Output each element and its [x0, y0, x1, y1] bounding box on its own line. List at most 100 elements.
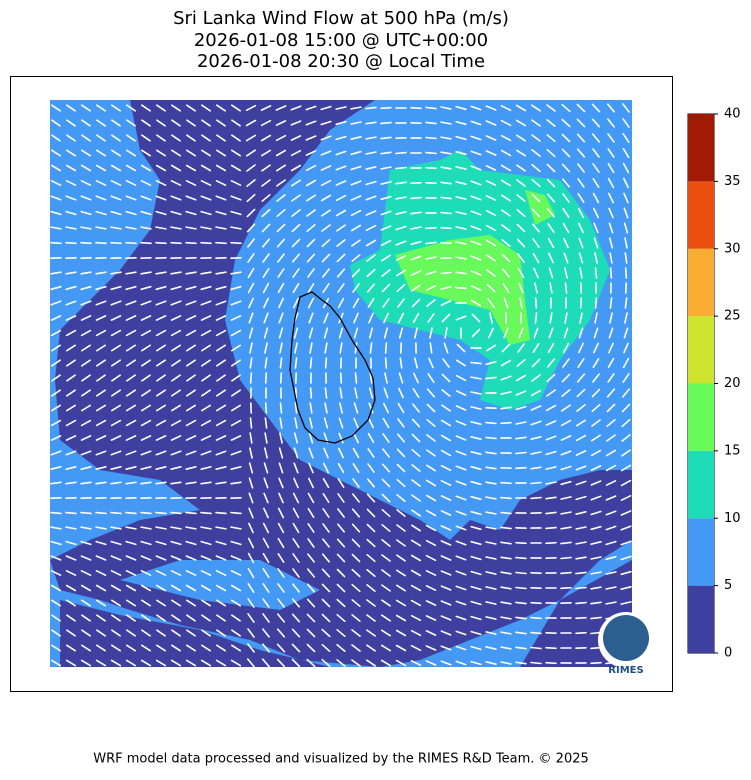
wind-arrow [501, 513, 511, 514]
wind-arrow [561, 558, 571, 559]
wind-arrow [81, 513, 91, 514]
wind-arrow [516, 573, 526, 574]
footer: WRF model data processed and visualized … [93, 752, 589, 767]
wind-arrow [546, 528, 556, 529]
wind-arrow [441, 273, 451, 274]
wind-arrow [531, 663, 541, 664]
wind-arrow [561, 588, 571, 589]
colorbar-tick-label: 35 [724, 174, 741, 189]
wind-arrow [531, 483, 541, 484]
colorbar-tick-label: 0 [724, 646, 732, 661]
wind-arrow [231, 513, 241, 514]
wind-arrow [281, 373, 282, 383]
colorbar-tick-label: 10 [724, 511, 741, 526]
wind-arrow [516, 558, 526, 559]
wind-arrow [266, 373, 267, 383]
wind-arrow [386, 343, 387, 353]
wind-arrow [111, 243, 121, 244]
wind-arrow [96, 513, 106, 514]
wind-arrow [426, 138, 436, 139]
wind-arrow [501, 423, 511, 424]
wind-arrow [561, 573, 571, 574]
wind-arrow [516, 543, 526, 544]
wind-arrow [201, 243, 211, 244]
wind-arrow [381, 108, 391, 109]
wind-arrow [501, 498, 511, 499]
wind-arrow [216, 243, 226, 244]
wind-arrow [531, 603, 541, 604]
wind-arrow [546, 543, 556, 544]
wind-arrow [281, 403, 282, 413]
wind-arrow [456, 288, 466, 289]
wind-arrow [111, 513, 121, 514]
wind-arrow [251, 418, 252, 428]
map: RIMES [50, 100, 654, 676]
wind-arrow [516, 588, 526, 589]
wind-arrow [516, 468, 526, 469]
title-line: Sri Lanka Wind Flow at 500 hPa (m/s) [173, 8, 509, 29]
colorbar-tick-label: 30 [724, 241, 741, 256]
logo-text: RIMES [608, 665, 643, 676]
wind-arrow [186, 243, 196, 244]
wind-arrow [426, 228, 436, 229]
wind-arrow [501, 483, 511, 484]
wind-arrow [96, 243, 106, 244]
wind-arrow [486, 438, 496, 439]
wind-arrow [576, 603, 586, 604]
wind-arrow [531, 498, 541, 499]
wind-arrow [386, 358, 387, 368]
wind-arrow [171, 243, 181, 244]
wind-arrow [341, 373, 342, 383]
wind-arrow [51, 243, 61, 244]
wind-arrow [486, 423, 496, 424]
wind-arrow [531, 633, 541, 634]
wind-arrow [576, 618, 586, 619]
colorbar-band [688, 249, 714, 316]
wind-arrow [576, 588, 586, 589]
colorbar-tick-label: 15 [724, 443, 741, 458]
title-line: 2026-01-08 20:30 @ Local Time [197, 51, 485, 72]
wind-arrow [581, 298, 582, 308]
wind-arrow [441, 228, 451, 229]
wind-arrow [521, 313, 522, 323]
wind-arrow [171, 513, 181, 514]
wind-arrow [186, 513, 196, 514]
wind-arrow [546, 648, 556, 649]
wind-arrow [596, 298, 597, 308]
wind-arrow [311, 388, 312, 398]
wind-arrow [356, 373, 357, 383]
wind-arrow [251, 373, 252, 383]
wind-arrow [611, 268, 612, 278]
logo-globe [603, 615, 649, 661]
wind-arrow [156, 513, 166, 514]
colorbar-band [688, 114, 714, 181]
colorbar-band [688, 451, 714, 518]
wind-arrow [311, 358, 312, 368]
colorbar-tick-label: 5 [724, 578, 732, 593]
wind-arrow [536, 298, 537, 308]
colorbar-tick-label: 40 [724, 107, 741, 122]
wind-arrow [546, 663, 556, 664]
wind-arrow [411, 108, 421, 109]
wind-arrow [581, 283, 582, 293]
wind-arrow [531, 648, 541, 649]
colorbar-band [688, 181, 714, 248]
wind-arrow [51, 513, 61, 514]
wind-arrow [516, 453, 526, 454]
wind-arrow [266, 403, 267, 413]
wind-arrow [126, 243, 136, 244]
wind-arrow [66, 513, 76, 514]
wind-arrow [396, 153, 406, 154]
wind-arrow [411, 183, 421, 184]
wind-arrow [396, 168, 406, 169]
wind-arrow [216, 513, 226, 514]
wind-arrow [66, 243, 76, 244]
colorbar-band [688, 518, 714, 585]
colorbar-tick-label: 20 [724, 376, 741, 391]
wind-arrow [326, 358, 327, 368]
wind-arrow [626, 268, 627, 278]
wind-arrow [381, 123, 391, 124]
wind-arrow [426, 168, 436, 169]
